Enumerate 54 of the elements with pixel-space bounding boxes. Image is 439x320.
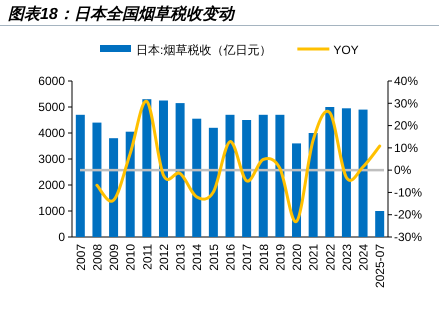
chart-title: 图表18：日本全国烟草税收变动 — [8, 5, 236, 23]
y2-tick-label: -30% — [394, 230, 422, 244]
bar — [342, 108, 351, 237]
y2-tick-label: 0% — [394, 163, 412, 178]
x-tick-label: 2020 — [290, 244, 304, 271]
legend-label: 日本:烟草税收（亿日元） — [136, 43, 272, 57]
y2-tick-label: -20% — [394, 208, 422, 222]
bar — [258, 114, 268, 237]
bar — [226, 114, 234, 237]
x-tick-label: 2019 — [273, 244, 288, 271]
legend-label: YOY — [333, 43, 359, 57]
x-tick-label: 2013 — [174, 244, 188, 271]
x-tick-label: 2010 — [124, 244, 138, 271]
x-tick-label: 2016 — [224, 244, 238, 271]
y-tick-label: 5000 — [38, 100, 66, 114]
y-tick-label: 1000 — [38, 204, 66, 218]
x-tick-label: 2022 — [323, 244, 338, 271]
x-tick-label: 2009 — [107, 244, 122, 271]
x-tick-label: 2021 — [306, 244, 321, 271]
x-tick-label: 2014 — [190, 244, 204, 271]
bar — [275, 114, 284, 237]
bar — [192, 118, 202, 237]
bar — [76, 114, 85, 237]
x-tick-label: 2024 — [356, 244, 371, 271]
y2-tick-label: 10% — [394, 140, 418, 155]
y-tick-label: 6000 — [38, 74, 66, 88]
bar — [242, 120, 252, 237]
bar — [208, 128, 218, 237]
y2-tick-label: 30% — [394, 96, 418, 110]
x-tick-label: 2007 — [74, 244, 88, 271]
y2-tick-label: -10% — [394, 185, 422, 200]
y-tick-label: 0 — [58, 230, 66, 244]
bar — [109, 138, 118, 237]
bar — [158, 100, 168, 237]
bar — [142, 99, 152, 237]
bar — [375, 211, 384, 237]
bar — [325, 107, 334, 237]
bar — [92, 122, 102, 237]
y-tick-label: 2000 — [38, 178, 66, 192]
x-tick-label: 2015 — [206, 244, 221, 271]
line-series — [95, 100, 382, 223]
x-tick-label: 2011 — [140, 244, 154, 270]
x-tick-label: 2012 — [156, 244, 171, 271]
bar — [176, 103, 185, 237]
x-tick-label: 2017 — [240, 244, 254, 271]
x-tick-label: 2008 — [90, 244, 104, 271]
x-tick-label: 2023 — [340, 244, 354, 271]
y-tick-label: 4000 — [38, 126, 66, 140]
x-tick-label: 2018 — [256, 244, 271, 271]
y-tick-label: 3000 — [38, 152, 66, 166]
y2-tick-label: 20% — [394, 118, 418, 133]
bar — [358, 110, 368, 237]
y2-tick-label: 40% — [394, 74, 418, 88]
x-tick-label: 2025-07 — [373, 244, 388, 288]
